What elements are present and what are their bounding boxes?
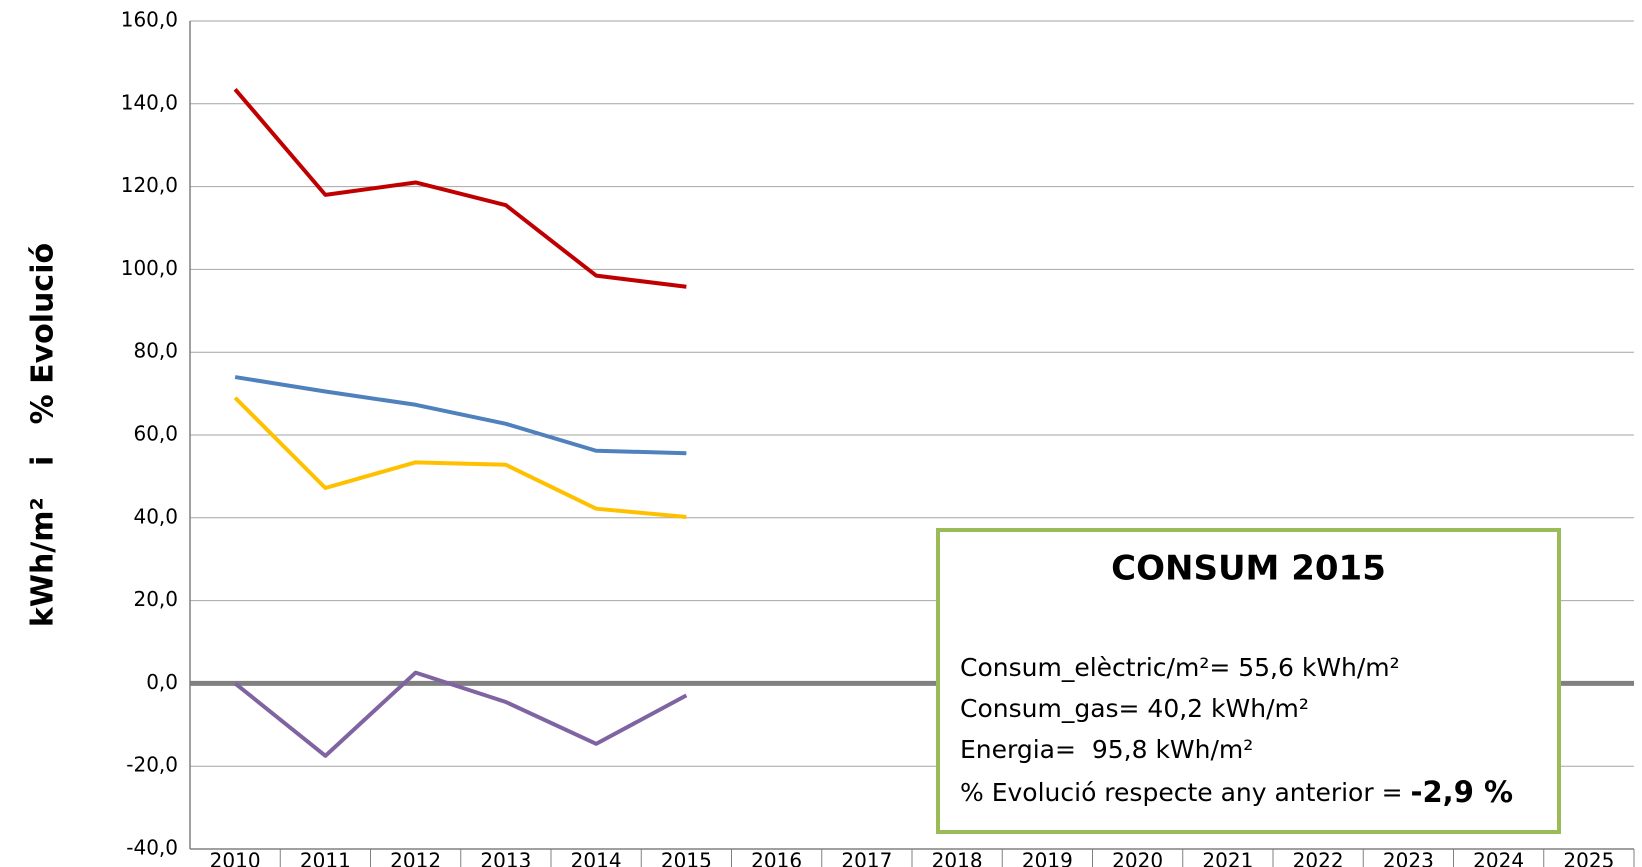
- x-tick-label: 2016: [751, 849, 802, 867]
- series-line: [233, 88, 687, 289]
- x-tick-label: 2024: [1473, 849, 1524, 867]
- x-tick-label: 2020: [1112, 849, 1163, 867]
- annotation-title: CONSUM 2015: [1111, 549, 1386, 589]
- annotation-evolution: % Evolució respecte any anterior = -2,9 …: [960, 775, 1513, 809]
- evolution-value: -2,9 %: [1410, 775, 1513, 809]
- x-tick-label: 2019: [1022, 849, 1073, 867]
- annotation-box: [936, 528, 1561, 834]
- x-tick-label: 2021: [1202, 849, 1253, 867]
- y-tick-label: 40,0: [133, 504, 178, 528]
- evolution-text: % Evolució respecte any anterior =: [960, 778, 1410, 807]
- y-axis-title: kWh/m² i % Evolució: [26, 243, 61, 627]
- y-tick-label: 100,0: [121, 256, 178, 280]
- x-tick-label: 2013: [480, 849, 531, 867]
- x-tick-label: 2014: [571, 849, 622, 867]
- y-tick-label: -20,0: [126, 753, 178, 777]
- series-line: [234, 375, 687, 456]
- series-line: [233, 670, 688, 758]
- y-tick-label: -40,0: [126, 836, 178, 860]
- y-tick-label: 0,0: [146, 670, 178, 694]
- annotation-line: Consum_elèctric/m²= 55,6 kWh/m²: [960, 653, 1400, 682]
- y-tick-label: 20,0: [133, 587, 178, 611]
- series-line: [233, 396, 687, 519]
- y-tick-label: 140,0: [121, 90, 178, 114]
- y-tick-label: 120,0: [121, 173, 178, 197]
- x-tick-label: 2022: [1293, 849, 1344, 867]
- x-tick-label: 2018: [932, 849, 983, 867]
- y-tick-label: 160,0: [121, 8, 178, 32]
- x-tick-label: 2011: [300, 849, 351, 867]
- x-tick-label: 2025: [1563, 849, 1614, 867]
- x-tick-label: 2010: [210, 849, 261, 867]
- x-tick-label: 2023: [1383, 849, 1434, 867]
- y-tick-label: 80,0: [133, 339, 178, 363]
- x-tick-label: 2012: [390, 849, 441, 867]
- y-tick-label: 60,0: [133, 422, 178, 446]
- x-tick-label: 2017: [841, 849, 892, 867]
- annotation-line: Consum_gas= 40,2 kWh/m²: [960, 694, 1309, 723]
- annotation-line: Energia= 95,8 kWh/m²: [960, 735, 1253, 764]
- x-tick-label: 2015: [661, 849, 712, 867]
